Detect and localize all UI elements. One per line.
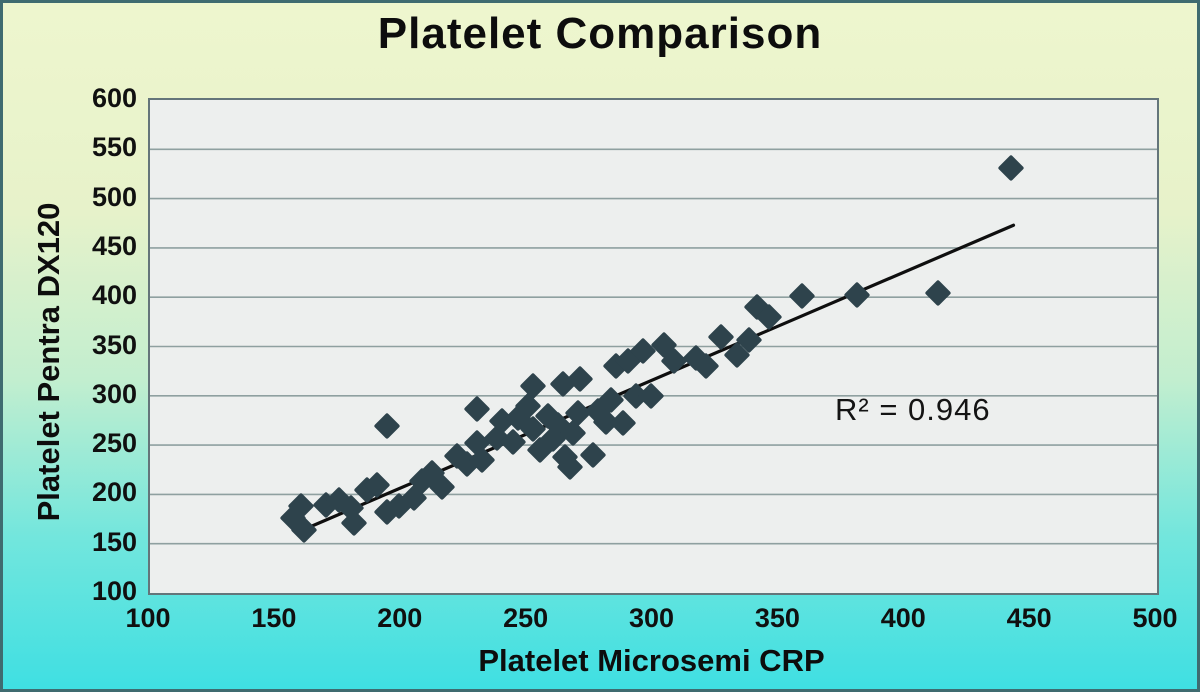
- y-tick-label: 400: [91, 280, 137, 311]
- x-tick-label: 150: [251, 603, 297, 633]
- y-tick-label: 150: [91, 526, 137, 557]
- y-tick-label: 300: [91, 378, 137, 409]
- x-tick-label: 350: [754, 603, 800, 633]
- y-axis-title: Platelet Pentra DX120: [31, 202, 66, 522]
- r-squared-annotation: R² = 0.946: [835, 392, 991, 427]
- x-tick-label: 250: [503, 603, 549, 633]
- y-tick-label: 500: [91, 181, 137, 212]
- x-tick-label: 300: [628, 603, 675, 633]
- y-tick-label: 250: [91, 428, 137, 459]
- y-tick-label: 550: [91, 132, 137, 163]
- x-tick-label: 400: [880, 603, 926, 633]
- plot-area: R² = 0.946: [148, 98, 1159, 595]
- y-tick-label: 450: [91, 230, 137, 261]
- x-axis-title: Platelet Microsemi CRP: [478, 643, 825, 678]
- x-tick-label: 200: [377, 603, 423, 633]
- trendline: [294, 223, 1016, 535]
- x-tick-label: 500: [1132, 603, 1178, 633]
- y-tick-label: 100: [91, 576, 137, 606]
- y-tick-label: 600: [91, 83, 137, 113]
- y-tick-label: 350: [91, 329, 137, 360]
- y-tick-label: 200: [91, 477, 137, 508]
- x-tick-label: 100: [125, 603, 171, 633]
- x-tick-label: 450: [1006, 603, 1052, 633]
- chart-title: Platelet Comparison: [377, 9, 823, 58]
